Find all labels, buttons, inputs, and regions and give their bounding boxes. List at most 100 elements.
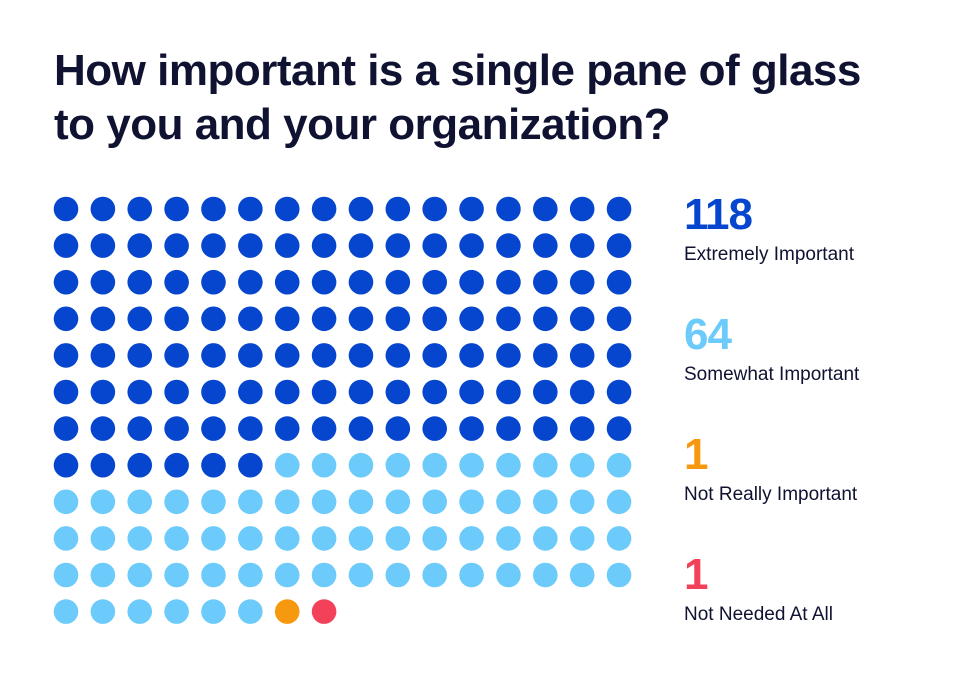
dot-extremely-important [569, 416, 595, 441]
dot-extremely-important [606, 233, 632, 258]
dot-extremely-important [53, 233, 79, 258]
dot-somewhat-important [164, 526, 189, 551]
dot-somewhat-important [459, 526, 484, 551]
dot-extremely-important [348, 269, 374, 295]
dot-extremely-important [459, 306, 484, 332]
dot-somewhat-important [459, 562, 484, 588]
dot-extremely-important [90, 343, 116, 368]
dot-somewhat-important [164, 489, 189, 515]
dot-somewhat-important [606, 452, 632, 478]
dot-not-really-important [274, 599, 300, 624]
dot-extremely-important [348, 416, 374, 441]
dot-extremely-important [164, 196, 189, 222]
dot-extremely-important [348, 306, 374, 332]
dot-extremely-important [238, 379, 263, 405]
dot-extremely-important [311, 306, 337, 332]
dot-somewhat-important [127, 562, 153, 588]
dot-extremely-important [422, 233, 448, 258]
dot-extremely-important [53, 306, 79, 332]
dot-somewhat-important [201, 599, 226, 624]
dot-extremely-important [53, 379, 79, 405]
legend-label-extremely-important: Extremely Important [684, 244, 854, 265]
dot-somewhat-important [422, 526, 448, 551]
dot-somewhat-important [422, 489, 448, 515]
dot-somewhat-important [569, 452, 595, 478]
dot-extremely-important [127, 452, 153, 478]
dot-extremely-important [385, 233, 411, 258]
dot-extremely-important [274, 306, 300, 332]
dot-extremely-important [164, 416, 189, 441]
dot-somewhat-important [569, 562, 595, 588]
dot-extremely-important [201, 379, 226, 405]
dot-extremely-important [496, 416, 521, 441]
dot-somewhat-important [90, 489, 116, 515]
dot-somewhat-important [127, 526, 153, 551]
dot-extremely-important [459, 416, 484, 441]
dot-somewhat-important [90, 562, 116, 588]
dot-extremely-important [164, 233, 189, 258]
dot-extremely-important [201, 306, 226, 332]
dot-somewhat-important [53, 489, 79, 515]
chart-title: How important is a single pane of glass … [54, 44, 934, 152]
legend-item-somewhat-important: 64 Somewhat Important [684, 313, 964, 387]
dot-somewhat-important [274, 526, 300, 551]
dot-somewhat-important [385, 526, 411, 551]
dot-somewhat-important [164, 599, 189, 624]
dot-somewhat-important [238, 599, 263, 624]
dot-extremely-important [311, 379, 337, 405]
dot-extremely-important [238, 416, 263, 441]
dot-somewhat-important [348, 562, 374, 588]
dot-somewhat-important [90, 599, 116, 624]
dot-extremely-important [606, 379, 632, 405]
dot-somewhat-important [201, 526, 226, 551]
dot-extremely-important [569, 269, 595, 295]
dot-somewhat-important [53, 526, 79, 551]
legend-count-not-needed-at-all: 1 [684, 550, 708, 599]
dot-extremely-important [533, 269, 558, 295]
dot-somewhat-important [348, 452, 374, 478]
dot-extremely-important [201, 452, 226, 478]
dot-extremely-important [385, 306, 411, 332]
dot-extremely-important [606, 306, 632, 332]
dot-somewhat-important [53, 562, 79, 588]
dot-extremely-important [569, 379, 595, 405]
dot-extremely-important [90, 416, 116, 441]
dot-extremely-important [238, 233, 263, 258]
dot-somewhat-important [569, 489, 595, 515]
dot-extremely-important [606, 196, 632, 222]
dot-extremely-important [127, 306, 153, 332]
dot-extremely-important [274, 196, 300, 222]
dot-extremely-important [459, 379, 484, 405]
dot-somewhat-important [533, 562, 558, 588]
dot-extremely-important [569, 343, 595, 368]
dot-extremely-important [569, 233, 595, 258]
dot-extremely-important [348, 379, 374, 405]
dot-somewhat-important [533, 452, 558, 478]
dot-somewhat-important [422, 562, 448, 588]
legend-label-not-really-important: Not Really Important [684, 484, 858, 505]
dot-extremely-important [422, 416, 448, 441]
legend-label-somewhat-important: Somewhat Important [684, 364, 860, 385]
dot-extremely-important [459, 233, 484, 258]
dot-extremely-important [496, 379, 521, 405]
legend-count-extremely-important: 118 [684, 190, 753, 239]
dot-extremely-important [238, 306, 263, 332]
dot-extremely-important [274, 269, 300, 295]
dot-somewhat-important [606, 562, 632, 588]
dot-somewhat-important [127, 599, 153, 624]
dot-extremely-important [348, 196, 374, 222]
dot-somewhat-important [385, 489, 411, 515]
legend-count-somewhat-important: 64 [684, 310, 732, 359]
dot-somewhat-important [422, 452, 448, 478]
dot-extremely-important [606, 416, 632, 441]
dot-extremely-important [422, 306, 448, 332]
dot-somewhat-important [238, 562, 263, 588]
dot-extremely-important [164, 306, 189, 332]
dot-extremely-important [385, 269, 411, 295]
dot-extremely-important [459, 196, 484, 222]
dot-somewhat-important [164, 562, 189, 588]
dot-extremely-important [496, 196, 521, 222]
dot-extremely-important [90, 196, 116, 222]
dot-extremely-important [606, 343, 632, 368]
dot-extremely-important [311, 269, 337, 295]
